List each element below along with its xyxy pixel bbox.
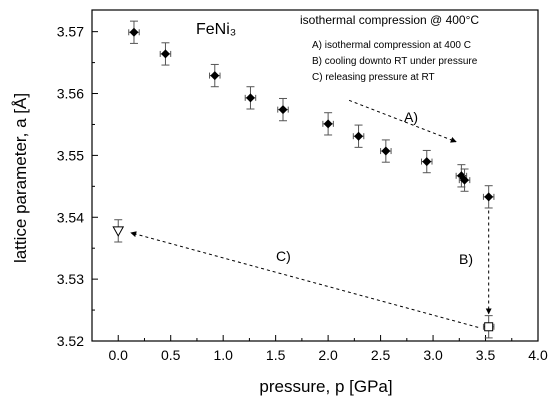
x-tick-label: 1.5: [266, 347, 286, 363]
note-a: A) isothermal compression at 400 C: [312, 40, 471, 51]
triangle-marker: [112, 226, 125, 237]
data-point: [380, 139, 392, 163]
x-tick-label: 1.0: [213, 347, 233, 363]
square-marker: [484, 322, 494, 332]
ticks: 0.0 0.5 1.0 1.5 2.0 2.5 3.0 3.5 4.0 3.52 3.53 3.54 3…: [57, 24, 548, 363]
y-tick-label: 3.56: [57, 86, 84, 102]
y-axis-label: lattice parameter, a [Å]: [11, 93, 30, 263]
data-points: [112, 20, 495, 339]
data-point: [209, 63, 221, 88]
data-point: [277, 97, 289, 122]
note-b: B) cooling downto RT under pressure: [312, 56, 478, 67]
diamond-marker: [381, 146, 391, 156]
diamond-marker: [484, 192, 494, 202]
data-point: [128, 20, 140, 44]
arrows: [130, 99, 492, 328]
y-tick-label: 3.57: [57, 24, 84, 40]
diamond-marker: [210, 71, 220, 81]
x-tick-label: 3.0: [423, 347, 443, 363]
data-point: [482, 315, 495, 339]
x-tick-label: 2.5: [371, 347, 391, 363]
chart-subtitle: isothermal compression @ 400°C: [300, 13, 479, 27]
data-point: [159, 42, 172, 66]
arrow-a: [348, 99, 457, 143]
axes: [91, 9, 539, 342]
data-point: [421, 149, 433, 174]
data-point: [352, 124, 365, 148]
data-point: [112, 219, 125, 243]
diamond-marker: [160, 49, 170, 59]
data-point: [458, 168, 471, 192]
diamond-marker: [323, 119, 333, 129]
note-c: C) releasing pressure at RT: [312, 72, 435, 83]
diamond-marker: [460, 175, 470, 185]
annotation-c: C): [276, 248, 291, 264]
x-tick-label: 3.5: [476, 347, 496, 363]
x-tick-label: 4.0: [528, 347, 548, 363]
annotation-a: A): [404, 109, 418, 125]
annotation-b: B): [459, 251, 473, 267]
diamond-marker: [245, 93, 255, 103]
data-point: [322, 112, 334, 136]
data-point: [244, 86, 257, 110]
x-tick-label: 0.0: [109, 347, 129, 363]
chart-title: FeNi₃: [196, 21, 236, 38]
y-tick-label: 3.53: [57, 271, 84, 287]
plot-frame: [91, 9, 539, 342]
x-tick-label: 2.0: [318, 347, 338, 363]
diamond-marker: [422, 157, 432, 167]
diamond-marker: [354, 131, 364, 141]
arrow-c: [130, 231, 479, 328]
y-tick-label: 3.55: [57, 147, 84, 163]
data-point: [482, 185, 495, 209]
x-axis-label: pressure, p [GPa]: [259, 377, 392, 396]
diamond-marker: [129, 27, 139, 37]
y-tick-label: 3.54: [57, 209, 84, 225]
x-tick-label: 0.5: [161, 347, 181, 363]
y-tick-label: 3.52: [57, 333, 84, 349]
diamond-marker: [278, 105, 288, 115]
